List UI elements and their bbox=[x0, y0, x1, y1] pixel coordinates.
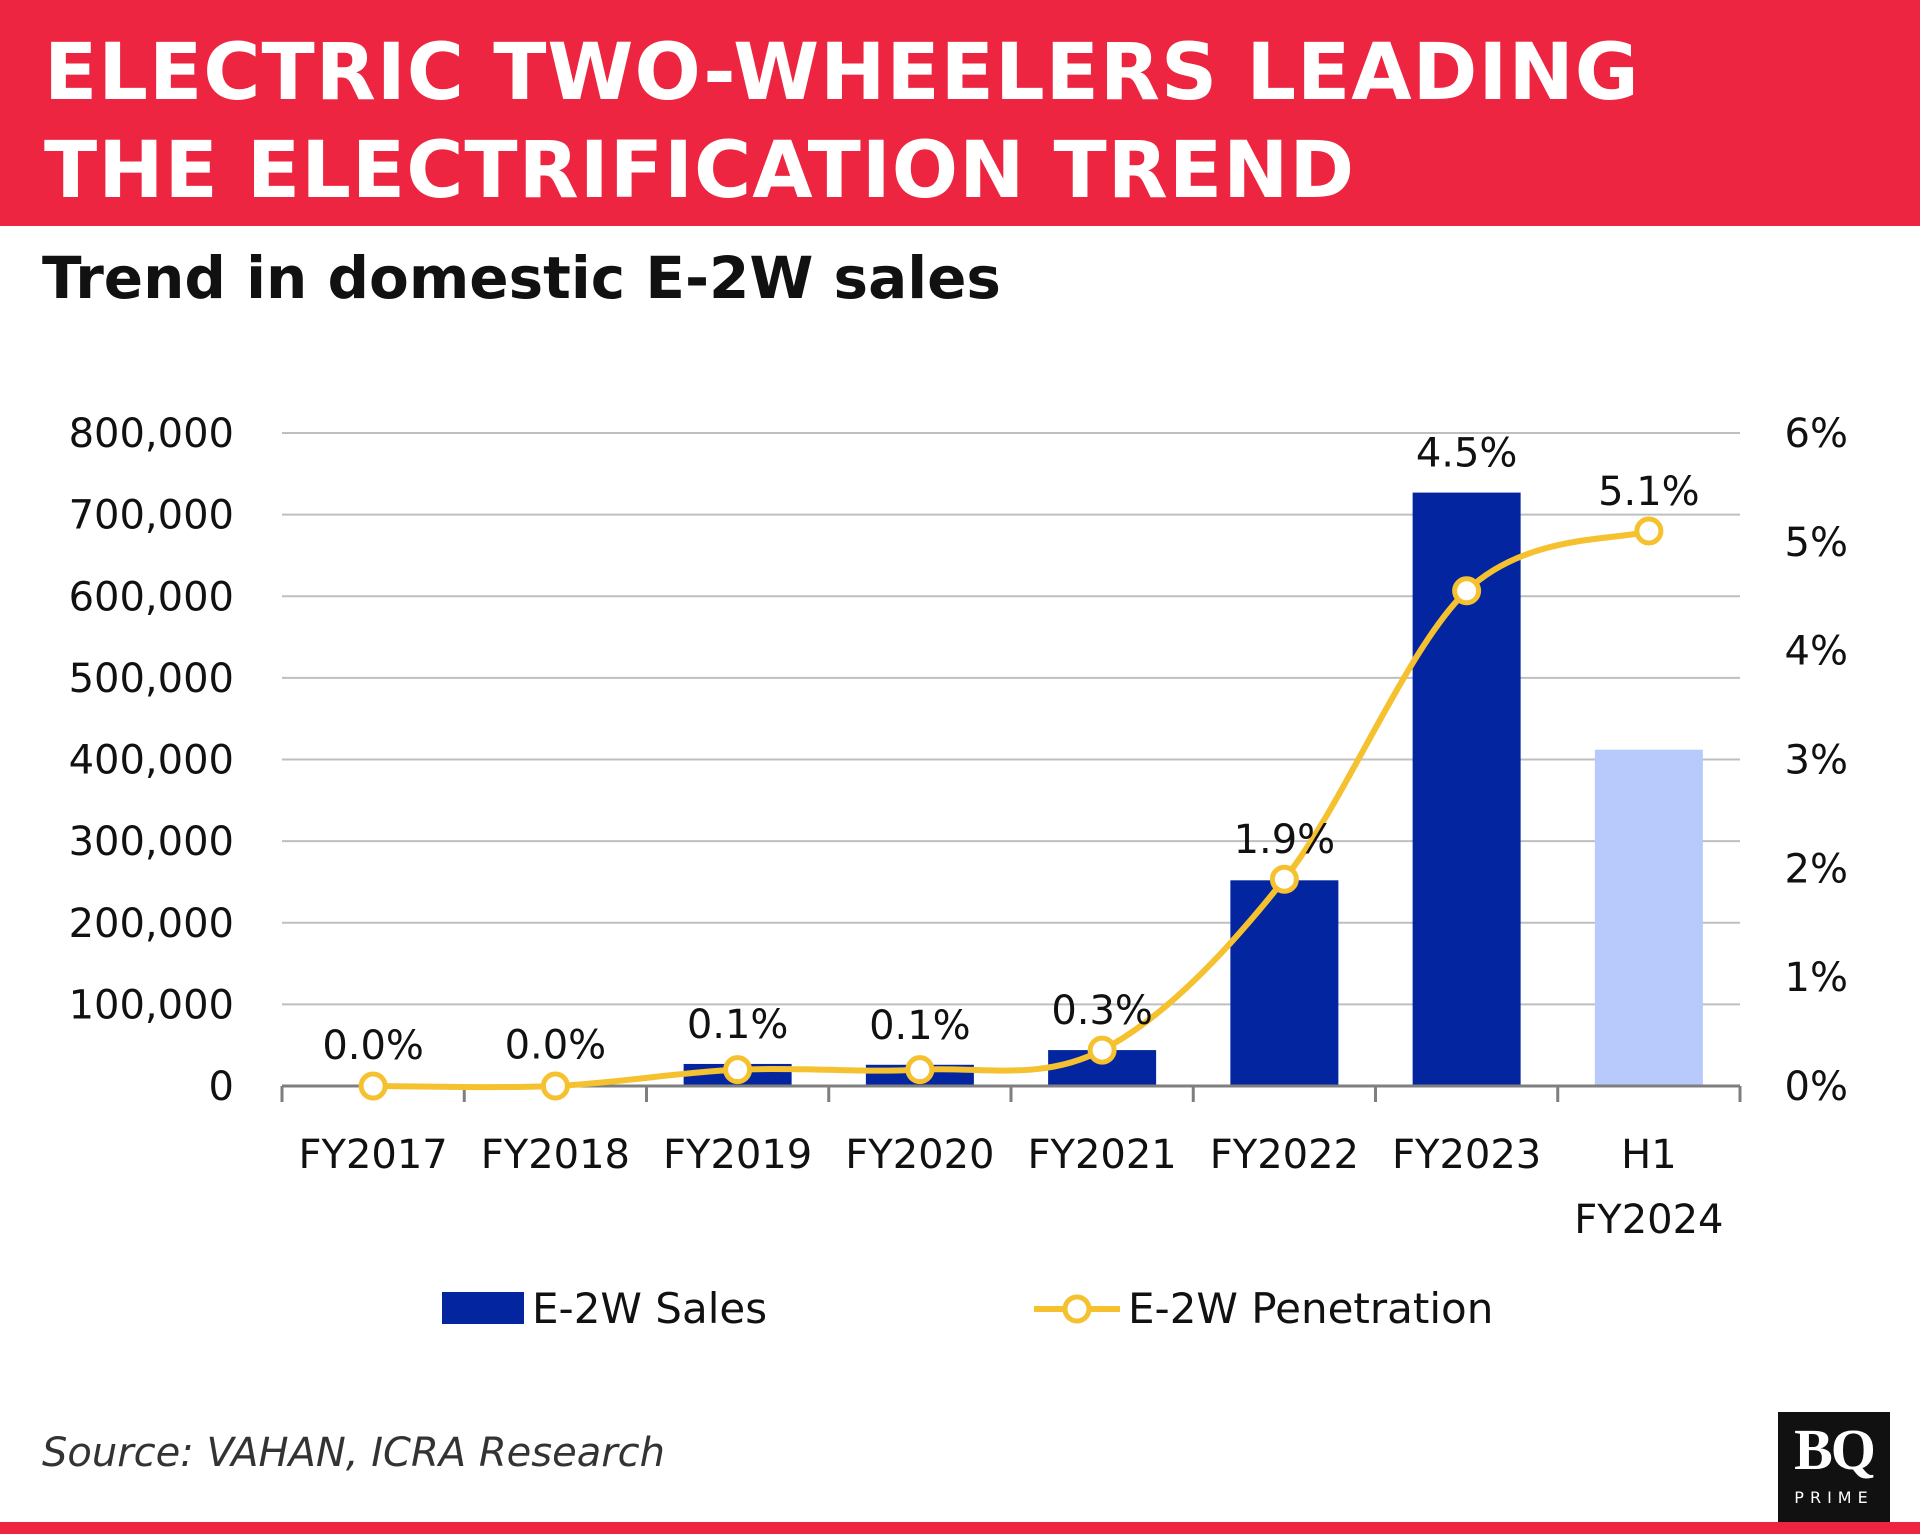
right-axis-tick: 5% bbox=[1785, 520, 1848, 566]
right-axis-tick: 3% bbox=[1785, 738, 1848, 784]
x-axis-label: FY2018 bbox=[481, 1132, 630, 1178]
penetration-line bbox=[358, 516, 1664, 1101]
legend-swatch-marker bbox=[1062, 1294, 1092, 1324]
headline: ELECTRIC TWO-WHEELERS LEADING THE ELECTR… bbox=[44, 24, 1844, 220]
penetration-label: 0.1% bbox=[687, 1002, 789, 1048]
penetration-point bbox=[723, 1055, 753, 1085]
left-axis-tick: 800,000 bbox=[69, 411, 234, 457]
penetration-curve bbox=[373, 528, 1650, 1091]
gridlines bbox=[282, 432, 1740, 1006]
x-axis-label: FY2022 bbox=[1210, 1132, 1359, 1178]
header-banner: ELECTRIC TWO-WHEELERS LEADING THE ELECTR… bbox=[0, 0, 1920, 226]
penetration-label: 0.1% bbox=[869, 1003, 971, 1049]
x-axis-label: FY2023 bbox=[1392, 1132, 1541, 1178]
logo-subtitle: PRIME bbox=[1794, 1488, 1874, 1507]
penetration-point bbox=[1087, 1035, 1117, 1065]
x-axis-label: FY2017 bbox=[299, 1132, 448, 1178]
penetration-label: 0.0% bbox=[322, 1023, 424, 1069]
left-axis-tick: 0 bbox=[209, 1064, 234, 1110]
sales-bars bbox=[319, 492, 1703, 1086]
x-axis-label: FY2020 bbox=[845, 1132, 994, 1178]
left-axis-tick: 400,000 bbox=[69, 738, 234, 784]
penetration-point bbox=[1634, 516, 1664, 546]
axes: 0 100,000 200,000 300,000 400,000 500,000 600,… bbox=[69, 411, 1848, 1243]
data-labels: 0.0% 0.0% 0.1% 0.1% 0.3% 1.9% 4.5% 5.1% bbox=[322, 431, 1699, 1070]
penetration-label: 0.3% bbox=[1051, 988, 1153, 1034]
x-axis-label: FY2019 bbox=[663, 1132, 812, 1178]
x-axis-label: H1 bbox=[1621, 1132, 1677, 1178]
penetration-label: 1.9% bbox=[1234, 817, 1336, 863]
brand-logo: BQ PRIME bbox=[1778, 1412, 1890, 1522]
legend-swatch-sales bbox=[442, 1292, 524, 1324]
left-axis-tick: 100,000 bbox=[69, 982, 234, 1028]
left-axis-tick: 700,000 bbox=[69, 493, 234, 539]
legend: E-2W Sales E-2W Penetration bbox=[442, 1284, 1493, 1333]
sales-bar bbox=[1230, 880, 1339, 1086]
left-axis-tick: 500,000 bbox=[69, 656, 234, 702]
left-axis-tick: 300,000 bbox=[69, 819, 234, 865]
penetration-label: 0.0% bbox=[505, 1022, 607, 1068]
penetration-point bbox=[905, 1055, 935, 1085]
x-axis-label: FY2024 bbox=[1574, 1197, 1723, 1243]
logo-mark: BQ bbox=[1794, 1417, 1876, 1482]
right-axis-tick: 6% bbox=[1785, 411, 1848, 457]
left-axis-tick: 600,000 bbox=[69, 574, 234, 620]
penetration-label: 4.5% bbox=[1416, 431, 1518, 477]
penetration-point bbox=[1452, 576, 1482, 606]
source-note: Source: VAHAN, ICRA Research bbox=[42, 1430, 666, 1476]
left-axis-tick: 200,000 bbox=[69, 901, 234, 947]
right-axis-tick: 2% bbox=[1785, 846, 1848, 892]
legend-label-penetration: E-2W Penetration bbox=[1128, 1284, 1493, 1333]
penetration-point bbox=[540, 1071, 570, 1101]
combo-chart: 0 100,000 200,000 300,000 400,000 500,000 600,… bbox=[69, 411, 1848, 1333]
sales-bar bbox=[1594, 749, 1703, 1086]
x-axis-label: FY2021 bbox=[1028, 1132, 1177, 1178]
right-axis-tick: 1% bbox=[1785, 955, 1848, 1001]
chart-subtitle: Trend in domestic E-2W sales bbox=[42, 244, 1001, 312]
legend-label-sales: E-2W Sales bbox=[532, 1284, 767, 1333]
penetration-label: 5.1% bbox=[1598, 469, 1700, 515]
penetration-point bbox=[1269, 864, 1299, 894]
headline-line-1: ELECTRIC TWO-WHEELERS LEADING bbox=[44, 28, 1640, 118]
headline-line-2: THE ELECTRIFICATION TREND bbox=[44, 126, 1356, 216]
bottom-bar bbox=[0, 1522, 1920, 1534]
penetration-point bbox=[358, 1071, 388, 1101]
right-axis-tick: 0% bbox=[1785, 1064, 1848, 1110]
right-axis-tick: 4% bbox=[1785, 629, 1848, 675]
